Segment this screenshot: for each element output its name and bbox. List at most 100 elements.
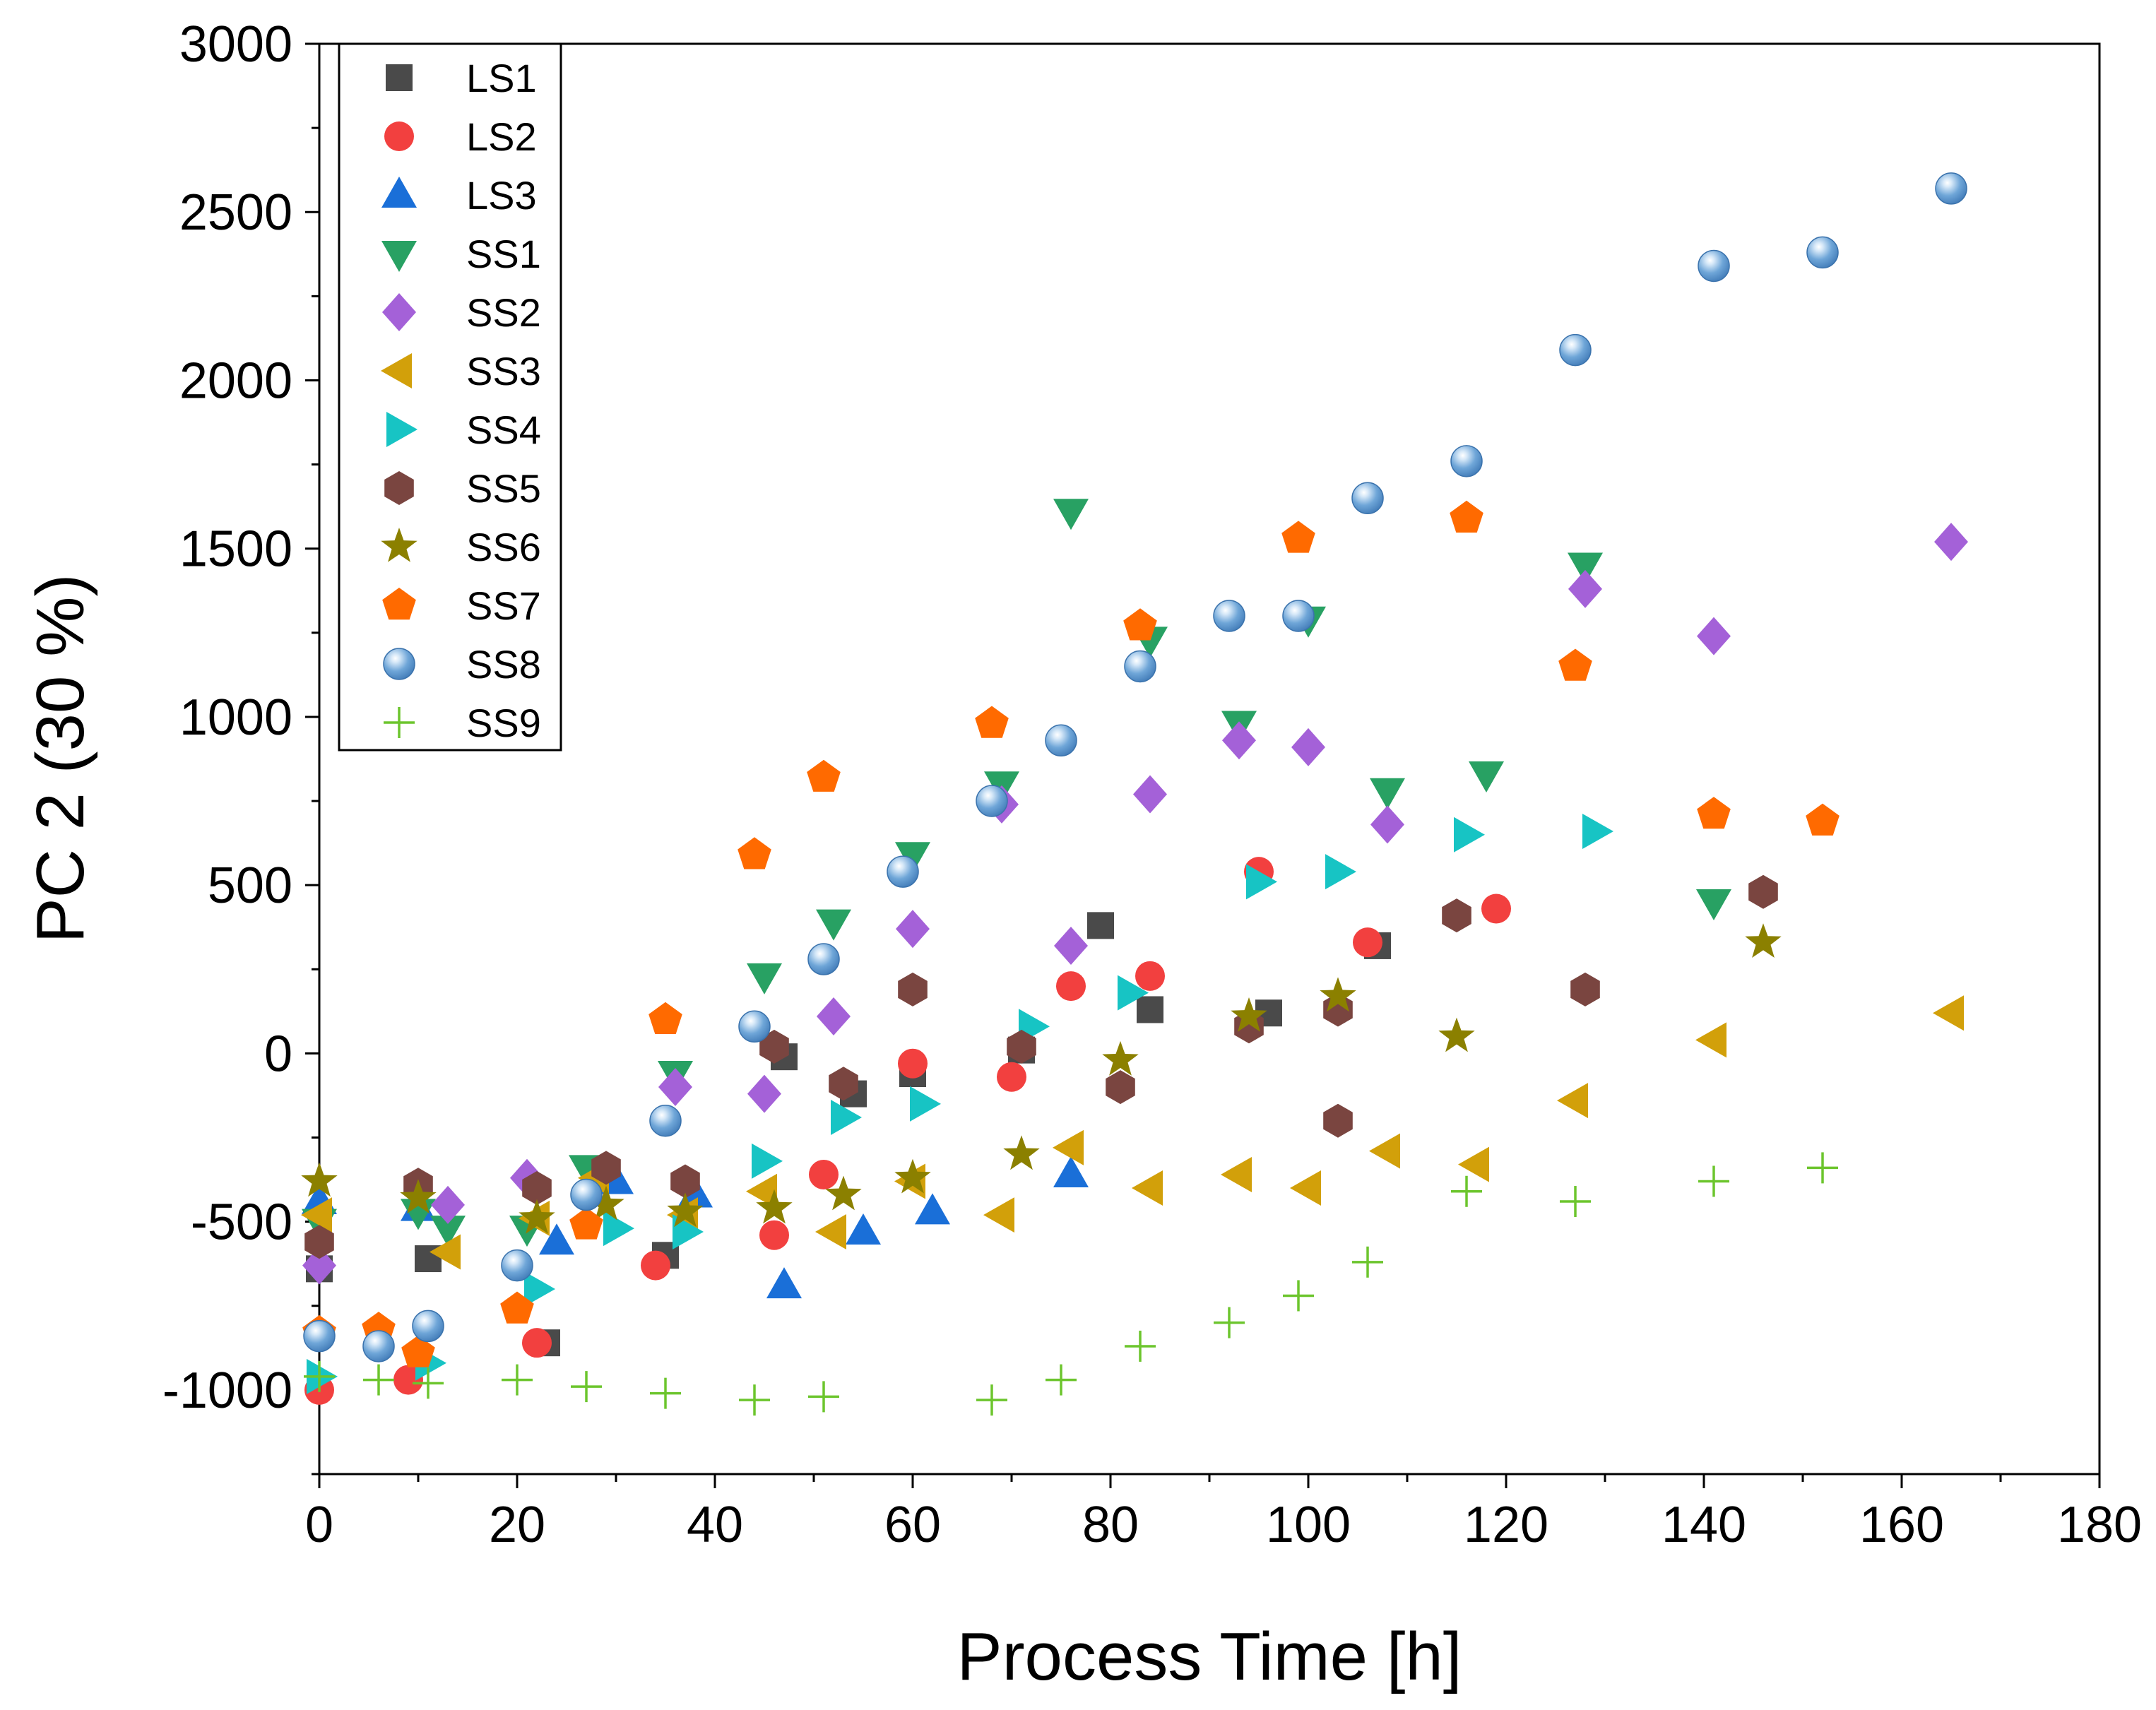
legend-marker-ss8: [383, 648, 415, 680]
data-point-ss7: [401, 1335, 435, 1367]
legend-marker-ss4: [386, 412, 417, 447]
data-point-ss8: [887, 855, 919, 888]
x-tick-label: 0: [305, 1497, 333, 1553]
data-point-ss3: [430, 1234, 461, 1270]
data-point-ss1: [1370, 778, 1405, 809]
data-point-ss1: [1696, 889, 1731, 920]
data-point-ss2: [896, 910, 930, 949]
data-point-ss5: [591, 1151, 621, 1185]
legend-label-ls1: LS1: [466, 56, 537, 100]
data-point-ss8: [1806, 236, 1839, 269]
data-point-ss9: [502, 1364, 533, 1396]
data-point-ss8: [649, 1104, 682, 1137]
data-point-ss1: [1469, 761, 1504, 792]
legend-marker-ss3: [381, 353, 412, 388]
data-point-ss9: [1451, 1175, 1482, 1207]
data-point-ss9: [1560, 1186, 1591, 1218]
data-point-ss9: [650, 1377, 681, 1409]
data-point-ss3: [1290, 1170, 1321, 1206]
data-point-ss9: [976, 1384, 1007, 1416]
legend-marker-ss2: [382, 293, 416, 331]
legend-marker-ss7: [382, 588, 416, 620]
data-point-ss3: [1933, 995, 1964, 1031]
legend-item-ls3: LS3: [381, 173, 537, 218]
data-point-ss2: [1370, 805, 1404, 844]
data-point-ss6: [301, 1162, 338, 1197]
data-point-ss4: [603, 1211, 634, 1247]
legend-item-ss5: SS5: [384, 466, 541, 511]
data-point-ss1: [895, 842, 930, 874]
data-point-ss3: [746, 1173, 777, 1209]
data-point-ls2: [1056, 971, 1086, 1002]
data-point-ss3: [1053, 1129, 1084, 1165]
data-point-ss3: [1221, 1156, 1252, 1192]
data-point-ss9: [1283, 1280, 1314, 1312]
x-tick-label: 120: [1464, 1497, 1548, 1553]
data-point-ss8: [1213, 600, 1245, 632]
x-tick-label: 20: [489, 1497, 545, 1553]
legend-label-ls3: LS3: [466, 173, 537, 218]
legend: LS1 LS2 LS3 SS1 SS2 SS3 SS4 SS5 SS6 SS7 SS8 SS9: [338, 42, 562, 752]
data-point-ls2: [1353, 927, 1382, 958]
data-point-ss3: [1369, 1133, 1400, 1169]
data-point-ss5: [1106, 1070, 1135, 1105]
data-points: [301, 172, 1968, 1416]
data-point-ss8: [412, 1310, 444, 1343]
x-axis-title: Process Time [h]: [957, 1619, 1462, 1694]
data-point-ss9: [304, 1360, 335, 1392]
data-point-ls3: [915, 1193, 950, 1225]
data-point-ss6: [519, 1199, 555, 1234]
legend-item-ss3: SS3: [381, 349, 541, 393]
data-point-ss8: [738, 1010, 771, 1043]
data-point-ls1: [1087, 912, 1114, 939]
data-point-ss8: [1559, 333, 1592, 367]
legend-item-ss2: SS2: [382, 290, 541, 335]
legend-marker-ss5: [384, 471, 414, 505]
data-point-ss3: [983, 1197, 1014, 1233]
x-axis-ticks: [318, 1474, 2101, 1488]
series-ss9: [304, 1152, 1838, 1416]
data-point-ss3: [1132, 1170, 1163, 1206]
data-point-ss8: [303, 1319, 336, 1353]
data-point-ss9: [1046, 1364, 1077, 1396]
series-ls1: [306, 912, 1391, 1357]
legend-label-ls2: LS2: [466, 114, 537, 159]
data-point-ss8: [807, 943, 840, 975]
data-point-ss4: [831, 1099, 862, 1135]
data-point-ls2: [809, 1159, 839, 1189]
data-point-ss3: [815, 1213, 846, 1249]
data-point-ss3: [301, 1197, 332, 1233]
x-tick-label: 100: [1266, 1497, 1351, 1553]
x-tick-label: 140: [1662, 1497, 1746, 1553]
data-point-ss9: [1352, 1246, 1383, 1278]
data-point-ss6: [825, 1175, 862, 1211]
data-point-ss8: [1698, 249, 1730, 283]
data-point-ss9: [1125, 1330, 1156, 1362]
data-point-ss6: [400, 1179, 437, 1214]
data-point-ss7: [1697, 797, 1731, 829]
legend-label-ss9: SS9: [466, 701, 541, 745]
x-tick-label: 180: [2057, 1497, 2142, 1553]
legend-label-ss4: SS4: [466, 408, 541, 452]
data-point-ss3: [1695, 1022, 1726, 1058]
data-point-ls3: [1053, 1156, 1089, 1187]
data-point-ls2: [759, 1220, 789, 1250]
x-tick-label: 40: [687, 1497, 743, 1553]
data-point-ss2: [1222, 721, 1256, 760]
data-point-ls2: [522, 1328, 552, 1358]
data-point-ss7: [500, 1291, 534, 1324]
data-point-ss6: [1003, 1135, 1040, 1170]
legend-item-ss8: SS8: [383, 642, 541, 687]
data-point-ss3: [1458, 1146, 1489, 1182]
data-point-ss6: [1102, 1040, 1139, 1076]
legend-item-ss6: SS6: [381, 525, 541, 569]
data-point-ss5: [898, 972, 928, 1007]
data-point-ls3: [766, 1267, 802, 1299]
data-point-ss2: [1568, 569, 1602, 608]
legend-label-ss3: SS3: [466, 349, 541, 393]
data-point-ss7: [975, 706, 1009, 738]
data-point-ss6: [588, 1185, 624, 1221]
y-tick-label: 2500: [179, 184, 292, 241]
data-point-ss7: [1450, 500, 1483, 533]
